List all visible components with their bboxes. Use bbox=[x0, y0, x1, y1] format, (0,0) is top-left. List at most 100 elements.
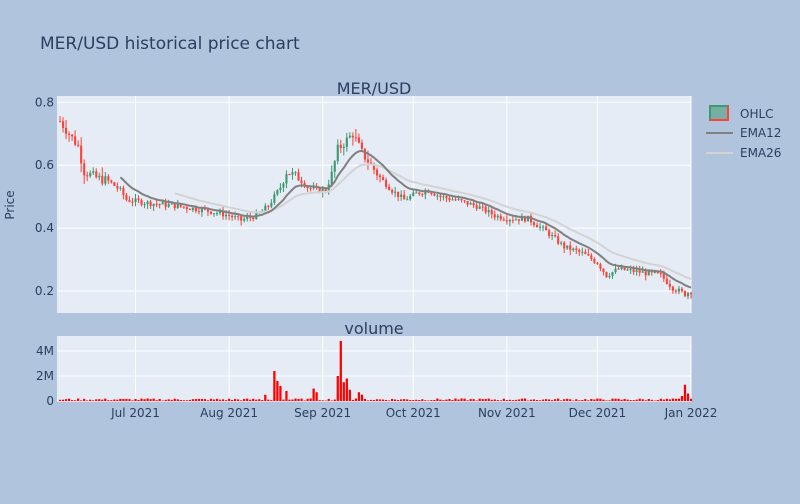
candle-body bbox=[101, 175, 104, 184]
volume-bar bbox=[560, 400, 563, 401]
volume-bar bbox=[215, 398, 219, 401]
volume-bar bbox=[95, 399, 98, 401]
candle-body bbox=[466, 201, 469, 205]
volume-bar bbox=[285, 391, 288, 401]
x-tick-label: Oct 2021 bbox=[386, 406, 441, 420]
volume-bar bbox=[212, 399, 216, 401]
volume-bar bbox=[662, 399, 665, 401]
candle-body bbox=[116, 185, 119, 189]
legend[interactable]: OHLC EMA12 EMA26 bbox=[706, 105, 781, 160]
candle-body bbox=[686, 293, 690, 297]
volume-bar bbox=[110, 400, 113, 401]
volume-bar bbox=[58, 399, 62, 401]
volume-bar bbox=[194, 399, 198, 401]
volume-bar bbox=[677, 398, 681, 401]
volume-bar bbox=[369, 399, 373, 401]
candle-body bbox=[68, 133, 71, 135]
candle-body bbox=[424, 190, 427, 195]
candle-body bbox=[294, 172, 297, 174]
volume-bar bbox=[547, 399, 551, 401]
candle-body bbox=[372, 164, 376, 170]
candle-body bbox=[635, 270, 638, 273]
candle-body bbox=[137, 198, 140, 201]
volume-bar bbox=[523, 398, 527, 401]
volume-y-tick-label: 0 bbox=[46, 394, 54, 408]
volume-bar bbox=[493, 399, 496, 401]
candle-body bbox=[629, 269, 632, 271]
volume-bar bbox=[647, 398, 650, 401]
page-title: MER/USD historical price chart bbox=[40, 34, 300, 54]
volume-bar bbox=[315, 392, 318, 401]
legend-label-ema12: EMA12 bbox=[740, 126, 781, 140]
volume-bar bbox=[626, 399, 629, 401]
candle-body bbox=[357, 137, 360, 143]
volume-bar bbox=[375, 399, 379, 401]
candle-body bbox=[451, 199, 454, 201]
volume-bar bbox=[354, 398, 358, 401]
candle-body bbox=[131, 201, 134, 203]
volume-bar bbox=[146, 398, 149, 401]
candle-body bbox=[140, 200, 143, 205]
volume-bar bbox=[279, 386, 282, 401]
volume-bar bbox=[424, 400, 427, 401]
volume-bar bbox=[164, 399, 167, 401]
candle-body bbox=[110, 180, 113, 183]
candle-body bbox=[228, 214, 231, 216]
legend-item-ema12[interactable]: EMA12 bbox=[706, 126, 781, 140]
volume-bar bbox=[478, 398, 481, 401]
candle-body bbox=[412, 192, 415, 196]
candle-body bbox=[406, 199, 409, 201]
candle-body bbox=[113, 182, 116, 186]
candle-body bbox=[542, 226, 545, 228]
candle-body bbox=[246, 216, 249, 219]
candle-body bbox=[502, 219, 505, 221]
volume-bar bbox=[255, 399, 258, 401]
volume-bar bbox=[330, 400, 333, 401]
candle-body bbox=[273, 194, 276, 203]
volume-bar bbox=[421, 399, 424, 401]
candle-body bbox=[279, 187, 282, 191]
volume-bar bbox=[203, 399, 207, 401]
candle-body bbox=[481, 206, 484, 208]
volume-bar bbox=[173, 398, 176, 401]
volume-bar bbox=[409, 400, 412, 401]
candle-body bbox=[321, 189, 324, 193]
candle-body bbox=[638, 270, 641, 273]
candle-body bbox=[194, 207, 197, 212]
volume-bar bbox=[306, 398, 309, 401]
volume-bar bbox=[387, 400, 391, 401]
candle-body bbox=[225, 214, 228, 217]
volume-bar bbox=[629, 400, 632, 401]
legend-swatch-ohlc bbox=[709, 105, 729, 121]
legend-item-ohlc[interactable]: OHLC bbox=[709, 105, 774, 121]
volume-bar bbox=[554, 399, 557, 401]
volume-bar bbox=[92, 400, 95, 401]
volume-bar bbox=[233, 399, 237, 401]
candle-body bbox=[554, 235, 557, 237]
candle-body bbox=[487, 210, 490, 213]
candle-body bbox=[599, 264, 602, 269]
volume-bar bbox=[499, 400, 502, 401]
candle-body bbox=[288, 173, 291, 175]
volume-bar bbox=[502, 398, 505, 401]
candle-body bbox=[394, 191, 397, 193]
x-tick-label: Nov 2021 bbox=[478, 406, 536, 420]
volume-bar bbox=[282, 399, 285, 401]
candle-body bbox=[291, 172, 294, 175]
volume-bar bbox=[608, 400, 611, 401]
volume-bar bbox=[77, 398, 80, 401]
volume-bar bbox=[680, 396, 684, 401]
candle-body bbox=[674, 290, 677, 292]
candle-body bbox=[505, 220, 508, 222]
legend-item-ema26[interactable]: EMA26 bbox=[706, 146, 781, 160]
volume-bar bbox=[351, 399, 354, 401]
x-tick-label: Dec 2021 bbox=[569, 406, 627, 420]
volume-bar bbox=[339, 341, 342, 401]
price-plot-area bbox=[57, 96, 691, 313]
candle-body bbox=[608, 275, 611, 278]
volume-bar bbox=[273, 371, 276, 401]
candle-body bbox=[206, 209, 210, 212]
candle-body bbox=[74, 136, 77, 145]
volume-bar bbox=[357, 392, 361, 401]
candle-body bbox=[532, 222, 536, 226]
